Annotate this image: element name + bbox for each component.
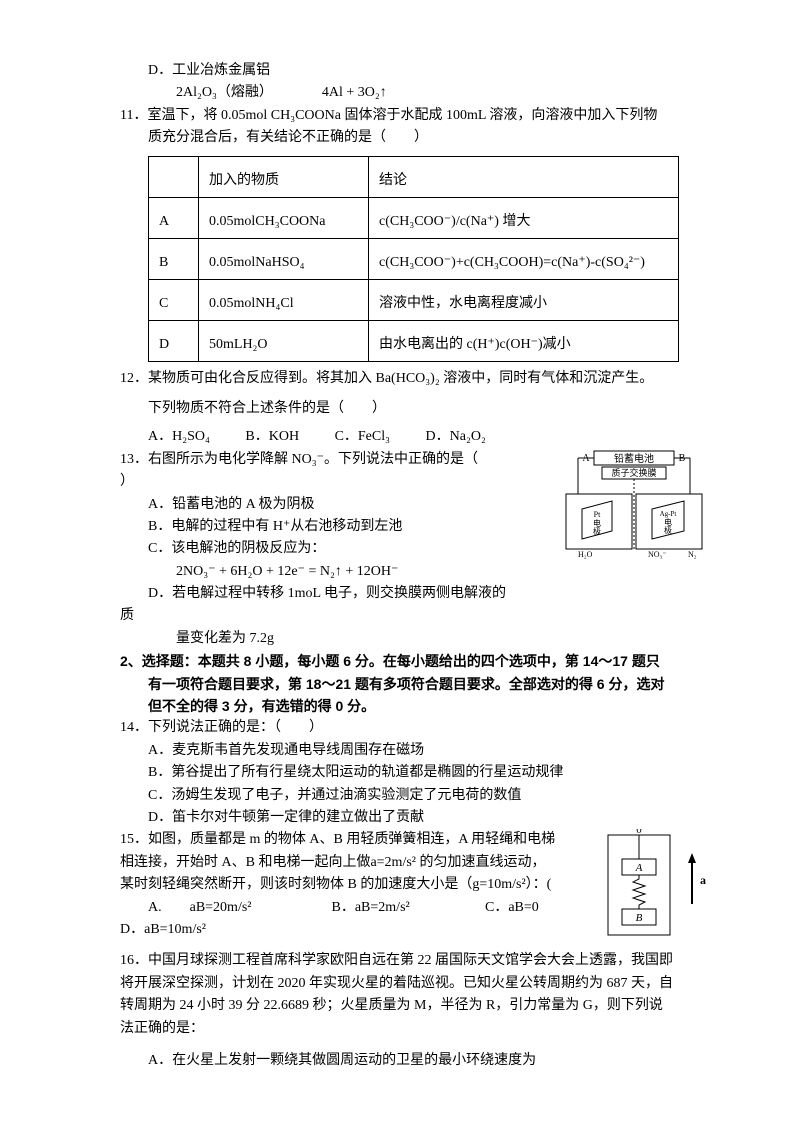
q10-option-d: D．工业冶炼金属铝 <box>120 60 710 82</box>
q10-equation: 2Al₂O₃（熔融） 4Al + 3O₂↑ <box>120 82 710 104</box>
svg-text:0: 0 <box>636 829 642 836</box>
q11-cell: 0.05molCH₃COONa <box>199 197 369 238</box>
table-row: A 0.05molCH₃COONa c(CH₃COO⁻)/c(Na⁺) 增大 <box>149 197 679 238</box>
q11-cell: C <box>149 279 199 320</box>
table-row: B 0.05molNaHSO₄ c(CH₃COO⁻)+c(CH₃COOH)=c(… <box>149 238 679 279</box>
svg-text:Ag-Pt: Ag-Pt <box>660 510 677 518</box>
q11-cell: 溶液中性，水电离程度减小 <box>369 279 679 320</box>
q11-th-empty <box>149 156 199 197</box>
q11-cell: c(CH₃COO⁻)+c(CH₃COOH)=c(Na⁺)-c(SO₄²⁻) <box>369 238 679 279</box>
q15-line1: 如图，质量都是 m 的物体 A、B 用轻质弹簧相连，A 用轻绳和电梯 <box>148 832 555 847</box>
q14-opt-a: A．麦克斯韦首先发现通电导线周围存在磁场 <box>120 740 710 762</box>
q16-line4: 法正确的是： <box>120 1018 710 1040</box>
svg-text:极: 极 <box>593 526 601 536</box>
svg-text:H₂O: H₂O <box>578 550 593 559</box>
section2-head-line2: 有一项符合题目要求，第 18～21 题有多项符合题目要求。全部选对的得 6 分，… <box>120 673 710 695</box>
q11-cell: 50mLH₂O <box>199 320 369 361</box>
svg-text:NO₃⁻: NO₃⁻ <box>648 550 667 559</box>
q15-figure: 0 A B a <box>600 829 710 944</box>
q15-opt-b: B．aB=2m/s² <box>332 897 482 919</box>
q16-line2: 将开展深空探测，计划在 2020 年实现火星的着陆巡视。已知火星公转周期约为 6… <box>120 973 710 995</box>
q11-stem-line2: 质充分混合后，有关结论不正确的是（ ） <box>120 127 710 149</box>
q11-th-substance: 加入的物质 <box>199 156 369 197</box>
q16-line1: 中国月球探测工程首席科学家欧阳自远在第 22 届国际天文馆学会大会上透露，我国即 <box>148 953 673 968</box>
q14-stem: 下列说法正确的是：（ ） <box>148 720 323 735</box>
q12-opt-b: B．KOH <box>245 426 299 448</box>
svg-text:质子交换膜: 质子交换膜 <box>611 467 656 478</box>
q11-cell: A <box>149 197 199 238</box>
q13-opt-c-eq: 2NO₃⁻ + 6H₂O + 12e⁻ = N₂↑ + 12OH⁻ <box>120 561 710 583</box>
section2-head-line3: 但不全的得 3 分，有选错的得 0 分。 <box>120 695 710 717</box>
q12-stem-line2: 下列物质不符合上述条件的是（ ） <box>120 398 710 420</box>
q11-stem-line1: 室温下，将 0.05mol CH₃COONa 固体溶于水配成 100mL 溶液，… <box>147 105 710 127</box>
q14-number: 14． <box>120 720 148 735</box>
q11-cell: 由水电离出的 c(H⁺)c(OH⁻)减小 <box>369 320 679 361</box>
q11-table: 加入的物质 结论 A 0.05molCH₃COONa c(CH₃COO⁻)/c(… <box>148 156 679 362</box>
q11-cell: B <box>149 238 199 279</box>
q11-cell: 0.05molNaHSO₄ <box>199 238 369 279</box>
q14-opt-c: C．汤姆生发现了电子，并通过油滴实验测定了元电荷的数值 <box>120 785 710 807</box>
q16-opt-a: A．在火星上发射一颗绕其做圆周运动的卫星的最小环绕速度为 <box>120 1050 710 1072</box>
svg-text:N₂: N₂ <box>688 550 697 559</box>
q15-opt-c: C．aB=0 <box>485 897 539 919</box>
q11-cell: D <box>149 320 199 361</box>
svg-text:铅蓄电池: 铅蓄电池 <box>614 452 654 465</box>
q16-line3: 转周期为 24 小时 39 分 22.6689 秒；火星质量为 M，半径为 R，… <box>120 995 710 1017</box>
svg-text:极: 极 <box>664 525 672 535</box>
q14-opt-d: D．笛卡尔对牛顿第一定律的建立做出了贡献 <box>120 807 710 829</box>
q14-opt-b: B．第谷提出了所有行星绕太阳运动的轨道都是椭圆的行星运动规律 <box>120 762 710 784</box>
table-row: 加入的物质 结论 <box>149 156 679 197</box>
q13-opt-d-line2: 量变化差为 7.2g <box>120 628 710 650</box>
q11: 11． 室温下，将 0.05mol CH₃COONa 固体溶于水配成 100mL… <box>120 105 710 127</box>
section2-head-line1: 2、选择题：本题共 8 小题，每小题 6 分。在每小题给出的四个选项中，第 14… <box>120 650 710 672</box>
svg-text:Pt: Pt <box>594 510 601 519</box>
q11-cell: 0.05molNH₄Cl <box>199 279 369 320</box>
q13-opt-d-line1: D．若电解过程中转移 1moL 电子，则交换膜两侧电解液的 <box>120 583 710 605</box>
q12-opt-a: A．H₂SO₄ <box>148 426 210 448</box>
svg-text:B: B <box>636 912 643 924</box>
q15-number: 15． <box>120 832 148 847</box>
table-row: C 0.05molNH₄Cl 溶液中性，水电离程度减小 <box>149 279 679 320</box>
svg-text:A: A <box>635 862 643 874</box>
q13-number: 13． <box>120 452 148 467</box>
q12-options: A．H₂SO₄ B．KOH C．FeCl₃ D．Na₂O₂ <box>120 426 710 448</box>
svg-text:a: a <box>700 873 706 887</box>
q11-number: 11． <box>120 105 147 127</box>
q12: 12． 某物质可由化合反应得到。将其加入 Ba(HCO₃)₂ 溶液中，同时有气体… <box>120 368 710 390</box>
q12-stem-line1: 某物质可由化合反应得到。将其加入 Ba(HCO₃)₂ 溶液中，同时有气体和沉淀产… <box>148 368 710 390</box>
q13-stem: 右图所示为电化学降解 NO₃⁻。下列说法中正确的是（ <box>148 452 478 467</box>
q15-opt-a: A. aB=20m/s² <box>148 897 328 919</box>
q12-number: 12． <box>120 368 148 390</box>
q16: 16．中国月球探测工程首席科学家欧阳自远在第 22 届国际天文馆学会大会上透露，… <box>120 950 710 972</box>
q16-number: 16． <box>120 953 148 968</box>
table-row: D 50mLH₂O 由水电离出的 c(H⁺)c(OH⁻)减小 <box>149 320 679 361</box>
q13-opt-d-pre: 质 <box>120 605 710 627</box>
q14: 14．下列说法正确的是：（ ） <box>120 717 710 739</box>
q13-figure: 铅蓄电池 A B 质子交换膜 Pt 电 极 Ag-Pt 电 极 H₂O NO₃⁻… <box>560 449 710 564</box>
q11-cell: c(CH₃COO⁻)/c(Na⁺) 增大 <box>369 197 679 238</box>
q11-th-conclusion: 结论 <box>369 156 679 197</box>
q12-opt-d: D．Na₂O₂ <box>426 426 486 448</box>
q12-opt-c: C．FeCl₃ <box>335 426 390 448</box>
